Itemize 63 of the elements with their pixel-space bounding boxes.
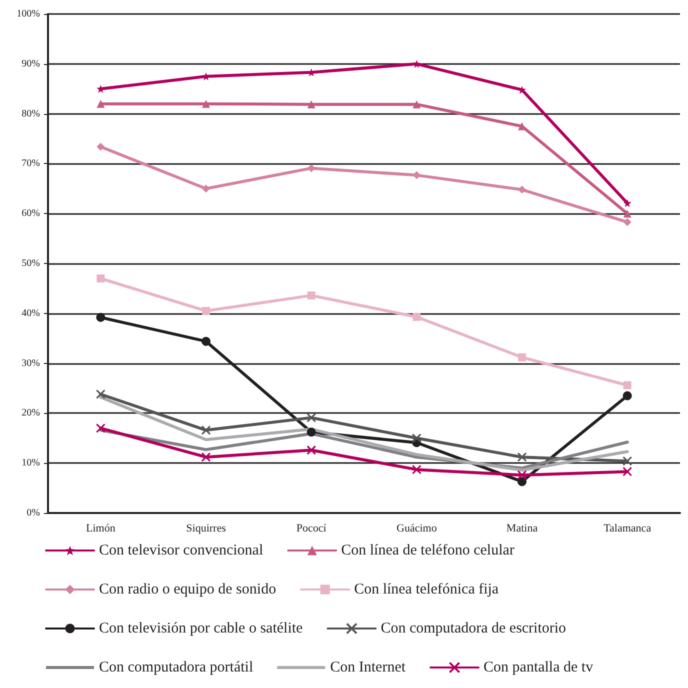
point	[517, 452, 527, 462]
point	[96, 142, 105, 151]
point	[96, 312, 106, 322]
y-tick-label: 50%	[22, 258, 40, 269]
point	[202, 100, 210, 108]
legend-label: Con computadora de escritorio	[380, 620, 566, 636]
point	[623, 218, 632, 226]
legend-label: Con televisión por cable o satélite	[99, 620, 304, 636]
point	[623, 210, 632, 218]
point	[623, 199, 632, 208]
point	[622, 466, 632, 476]
point	[202, 306, 210, 315]
point	[518, 122, 526, 130]
point	[622, 456, 632, 466]
point	[96, 100, 105, 108]
y-tick-label: 40%	[22, 308, 40, 319]
point	[307, 100, 316, 108]
legend-label: Con línea telefónica fija	[354, 582, 499, 598]
y-tick-label: 0%	[26, 508, 40, 518]
point	[202, 336, 210, 346]
y-tick-label: 100%	[16, 8, 40, 20]
point	[307, 291, 316, 300]
point	[412, 464, 422, 474]
legend-label: Con televisor convencional	[99, 542, 264, 558]
line-series	[99, 396, 629, 472]
point	[306, 412, 316, 422]
y-tick-label: 90%	[22, 58, 40, 70]
point	[622, 391, 632, 400]
point	[623, 381, 632, 390]
y-tick-label: 70%	[22, 158, 40, 170]
y-tick-label: 80%	[22, 108, 40, 120]
legend-label: Con Internet	[330, 660, 406, 676]
point	[96, 423, 106, 433]
point	[202, 184, 210, 193]
point	[412, 433, 422, 443]
x-tick-label: Guácimo	[396, 522, 438, 534]
point	[201, 452, 211, 462]
y-tick-label: 30%	[22, 358, 40, 369]
point	[201, 425, 211, 435]
x-tick-label: Matina	[506, 522, 538, 534]
point	[306, 428, 316, 437]
y-tick-label: 10%	[22, 458, 40, 469]
x-tick-label: Pococí	[296, 522, 326, 534]
legend-label: Con radio o equipo de sonido	[99, 582, 276, 598]
x-tick-label: Talamanca	[604, 522, 652, 534]
point	[96, 389, 106, 400]
point	[518, 477, 526, 486]
legend-label: Con pantalla de tv	[484, 660, 594, 676]
y-tick-label: 60%	[22, 208, 40, 220]
x-tick-label: Siquirres	[186, 522, 226, 534]
point	[518, 186, 526, 194]
legend-label: Con computadora portátil	[99, 660, 254, 676]
y-tick-label: 20%	[22, 408, 40, 419]
legend-label: Con línea de teléfono celular	[341, 542, 514, 558]
point	[96, 274, 105, 282]
point	[306, 445, 316, 455]
point	[412, 171, 421, 180]
point	[412, 100, 421, 108]
x-tick-label: Limón	[86, 522, 116, 534]
point	[412, 60, 421, 68]
point	[518, 353, 526, 362]
point	[517, 470, 527, 480]
point	[412, 312, 421, 321]
